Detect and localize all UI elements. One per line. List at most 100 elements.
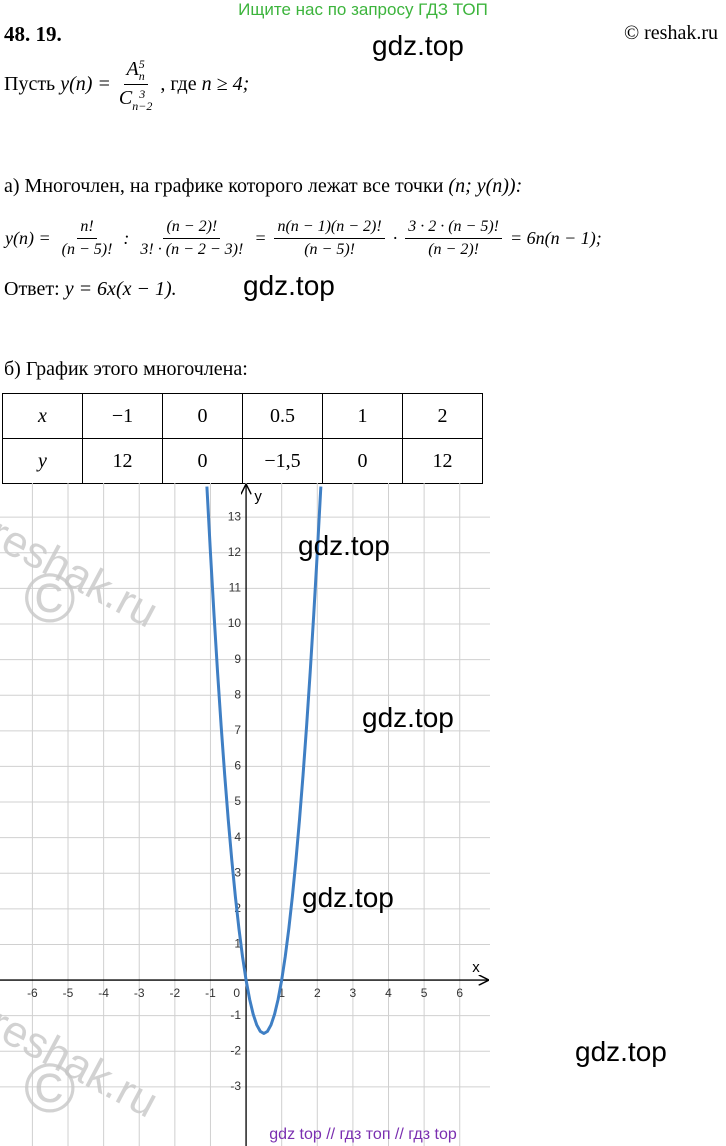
equation-text: = xyxy=(254,228,267,248)
denominator: C 3 n−2 xyxy=(116,85,155,111)
fraction: (n − 2)! 3! · (n − 2 − 3)! xyxy=(137,218,246,259)
intro-lead: Пусть xyxy=(4,73,56,96)
table-cell: 12 xyxy=(402,438,483,484)
y-tick-label: 3 xyxy=(234,865,241,879)
y-tick-label: 8 xyxy=(234,687,241,701)
x-tick-label: 1 xyxy=(278,986,285,1000)
numerator: 3 · 2 · (n − 5)! xyxy=(405,218,502,239)
y-axis-label: y xyxy=(254,488,262,505)
subscript: n−2 xyxy=(132,98,153,113)
fraction: n! (n − 5)! xyxy=(59,218,116,259)
y-tick-label: 10 xyxy=(228,616,242,630)
x-tick-label: -5 xyxy=(63,986,74,1000)
x-tick-label: -4 xyxy=(98,986,109,1000)
table-cell: −1 xyxy=(82,393,163,439)
part-a-point: (n; y(n)): xyxy=(448,175,523,197)
problem-number: 48. 19. xyxy=(4,22,62,46)
superscript: 3 xyxy=(139,86,146,101)
y-tick-label: 12 xyxy=(228,545,242,559)
table-row: y 12 0 −1,5 0 12 xyxy=(2,438,483,484)
symbol: C xyxy=(118,87,133,110)
x-axis-label: x xyxy=(472,959,480,976)
table-cell: 0 xyxy=(162,438,243,484)
equation-text: · xyxy=(392,228,398,248)
x-tick-label: -1 xyxy=(205,986,216,1000)
reshak-symbol: © xyxy=(24,559,76,637)
y-tick-label: 5 xyxy=(234,794,241,808)
x-tick-label: -6 xyxy=(27,986,38,1000)
table-cell: −1,5 xyxy=(242,438,323,484)
x-tick-label: -2 xyxy=(170,986,181,1000)
x-tick-label: 2 xyxy=(314,986,321,1000)
numerator: (n − 2)! xyxy=(163,218,221,239)
y-tick-label: 1 xyxy=(234,937,241,951)
table-cell: 0 xyxy=(162,393,243,439)
numerator: n! xyxy=(77,218,97,239)
denominator: (n − 2)! xyxy=(428,241,479,258)
graph: -6 -5 -4 -3 -2 -1 0 1 2 3 4 5 6-3-2-1123456789101112… xyxy=(0,483,490,1146)
fraction: 3 · 2 · (n − 5)! (n − 2)! xyxy=(405,218,502,259)
table-cell: 1 xyxy=(322,393,403,439)
part-a-heading: а) Многочлен, на графике которого лежат … xyxy=(4,175,522,198)
x-tick-label: 0 xyxy=(233,986,240,1000)
answer: Ответ: y = 6x(x − 1). xyxy=(4,278,177,301)
x-tick-label: 4 xyxy=(385,986,392,1000)
y-tick-label: -3 xyxy=(230,1079,241,1093)
watermark: gdz.top xyxy=(372,30,464,61)
copyright: © reshak.ru xyxy=(623,22,718,44)
y-tick-label: 7 xyxy=(234,723,241,737)
banner: Ищите нас по запросу ГДЗ ТОП xyxy=(238,0,488,19)
answer-formula: y = 6x(x − 1). xyxy=(64,278,177,300)
table-cell: x xyxy=(2,393,83,439)
equation: y(n) = n! (n − 5)!: (n − 2)! 3! · (n − 2 − 3… xyxy=(2,218,605,259)
intro-condition: n ≥ 4; xyxy=(201,73,250,96)
denominator: 3! · (n − 2 − 3)! xyxy=(140,241,244,258)
x-tick-label: -3 xyxy=(134,986,145,1000)
y-tick-label: 6 xyxy=(234,759,241,773)
equation-text: : xyxy=(123,228,130,248)
intro-lhs: y(n) = xyxy=(60,73,111,96)
curve xyxy=(205,486,323,1035)
superscript: 5 xyxy=(138,57,145,72)
value-table: x −1 0 0.5 1 2 y 12 0 −1,5 0 12 xyxy=(2,393,483,484)
subscript: n xyxy=(138,69,145,84)
table-cell: 12 xyxy=(82,438,163,484)
y-tick-label: -1 xyxy=(230,1008,241,1022)
part-a-text: а) Многочлен, на графике которого лежат … xyxy=(4,175,444,197)
numerator: n(n − 1)(n − 2)! xyxy=(274,218,385,239)
x-tick-label: 3 xyxy=(350,986,357,1000)
footer: gdz top // гдз топ // гдз top xyxy=(269,1126,457,1143)
y-tick-label: 4 xyxy=(234,830,241,844)
table-row: x −1 0 0.5 1 2 xyxy=(2,393,483,439)
part-b-text: б) График этого многочлена: xyxy=(4,358,248,380)
table-cell: 0 xyxy=(322,438,403,484)
reshak-symbol: © xyxy=(24,1049,76,1127)
intro-tail: , где xyxy=(160,73,197,96)
watermark: gdz.top xyxy=(243,270,335,301)
y-tick-label: 9 xyxy=(234,652,241,666)
answer-label: Ответ: xyxy=(4,278,60,300)
table-cell: 0.5 xyxy=(242,393,323,439)
watermark: gdz.top xyxy=(302,882,394,913)
y-tick-label: 11 xyxy=(229,581,242,595)
table-cell: 2 xyxy=(402,393,483,439)
fraction: n(n − 1)(n − 2)! (n − 5)! xyxy=(274,218,385,259)
watermark: gdz.top xyxy=(575,1036,667,1067)
y-tick-label: -2 xyxy=(230,1043,241,1057)
symbol: A xyxy=(126,58,139,80)
x-tick-label: 5 xyxy=(421,986,428,1000)
denominator: (n − 5)! xyxy=(304,241,355,258)
table-cell: y xyxy=(2,438,83,484)
watermark: gdz.top xyxy=(298,530,390,561)
equation-text: y(n) = xyxy=(5,228,51,248)
denominator: (n − 5)! xyxy=(61,241,113,258)
y-tick-label: 13 xyxy=(228,509,242,523)
watermark: gdz.top xyxy=(362,702,454,733)
x-tick-label: 6 xyxy=(456,986,463,1000)
equation-text: = 6n(n − 1); xyxy=(509,228,602,248)
